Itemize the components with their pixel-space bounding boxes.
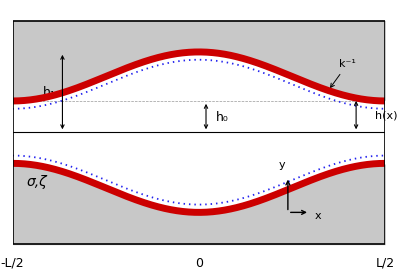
Text: h₁: h₁ [43, 86, 56, 98]
Text: k⁻¹: k⁻¹ [330, 59, 356, 87]
Text: L/2: L/2 [376, 257, 395, 270]
Text: 0: 0 [195, 257, 203, 270]
Text: h₀: h₀ [216, 111, 229, 124]
Text: x: x [315, 211, 322, 221]
Text: -L/2: -L/2 [1, 257, 24, 270]
Text: y: y [279, 160, 285, 170]
Text: h(x): h(x) [375, 110, 398, 120]
Bar [12, 21, 385, 243]
Text: σ,ζ: σ,ζ [27, 175, 48, 189]
